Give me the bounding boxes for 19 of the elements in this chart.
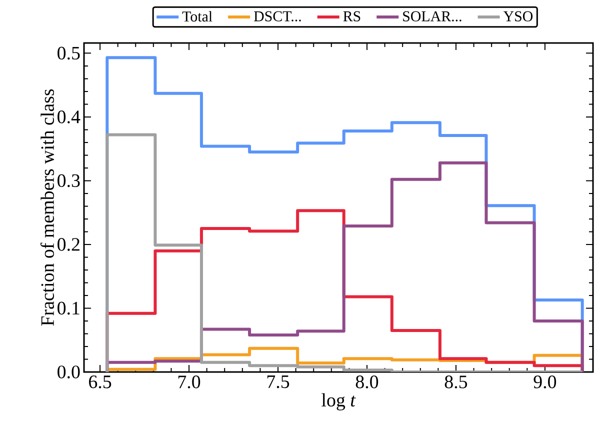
legend-label: YSO — [503, 11, 533, 22]
legend-label: DSCT... — [254, 11, 301, 22]
y-tick-label: 0.1 — [58, 302, 80, 315]
y-tick-label: 0.4 — [58, 110, 80, 124]
y-tick-label: 0.2 — [58, 238, 80, 251]
y-tick-label: 0.3 — [58, 174, 80, 188]
legend-label: RS — [343, 11, 360, 22]
x-tick-label: 6.5 — [89, 376, 112, 388]
x-tick-label: 8.0 — [356, 376, 378, 388]
x-axis-title: log t — [322, 393, 356, 410]
x-tick-label: 7.5 — [267, 376, 290, 388]
y-tick-label: 0.5 — [58, 46, 80, 60]
y-axis-title: Fraction of members with class — [40, 89, 54, 326]
x-tick-label: 8.5 — [444, 376, 468, 388]
x-tick-label: 7.0 — [178, 376, 200, 388]
y-tick-label: 0.0 — [58, 366, 80, 378]
legend-label: Total — [182, 11, 212, 22]
legend-label: SOLAR... — [403, 11, 462, 22]
x-tick-label: 9.0 — [534, 376, 556, 388]
